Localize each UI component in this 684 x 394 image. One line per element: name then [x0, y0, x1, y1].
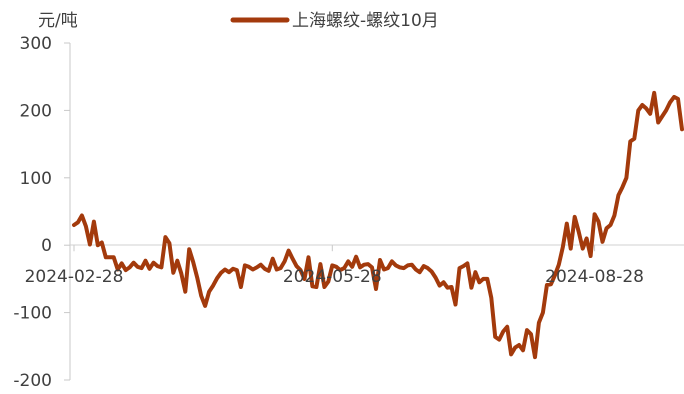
legend: 上海螺纹-螺纹10月	[230, 11, 439, 31]
y-tick-label: 0	[41, 236, 52, 256]
y-tick-label: 200	[20, 101, 52, 121]
y-axis-ticks: 300 200 100 0 -100 -200	[13, 34, 70, 391]
legend-label: 上海螺纹-螺纹10月	[292, 11, 439, 31]
y-tick-label: 100	[20, 169, 52, 189]
y-unit-label: 元/吨	[38, 11, 78, 31]
y-tick-label: 300	[20, 34, 52, 54]
x-tick-label: 2024-05-28	[283, 267, 382, 287]
series-line	[72, 90, 684, 360]
gridline-group	[69, 43, 684, 380]
y-tick-label: -200	[13, 371, 52, 391]
x-tick-marks	[73, 245, 596, 252]
x-tick-label: 2024-08-28	[545, 267, 644, 287]
y-tick-label: -100	[13, 304, 52, 324]
x-tick-label: 2024-02-28	[25, 267, 124, 287]
x-tick-labels: 2024-02-28 2024-05-28 2024-08-28	[25, 267, 644, 287]
